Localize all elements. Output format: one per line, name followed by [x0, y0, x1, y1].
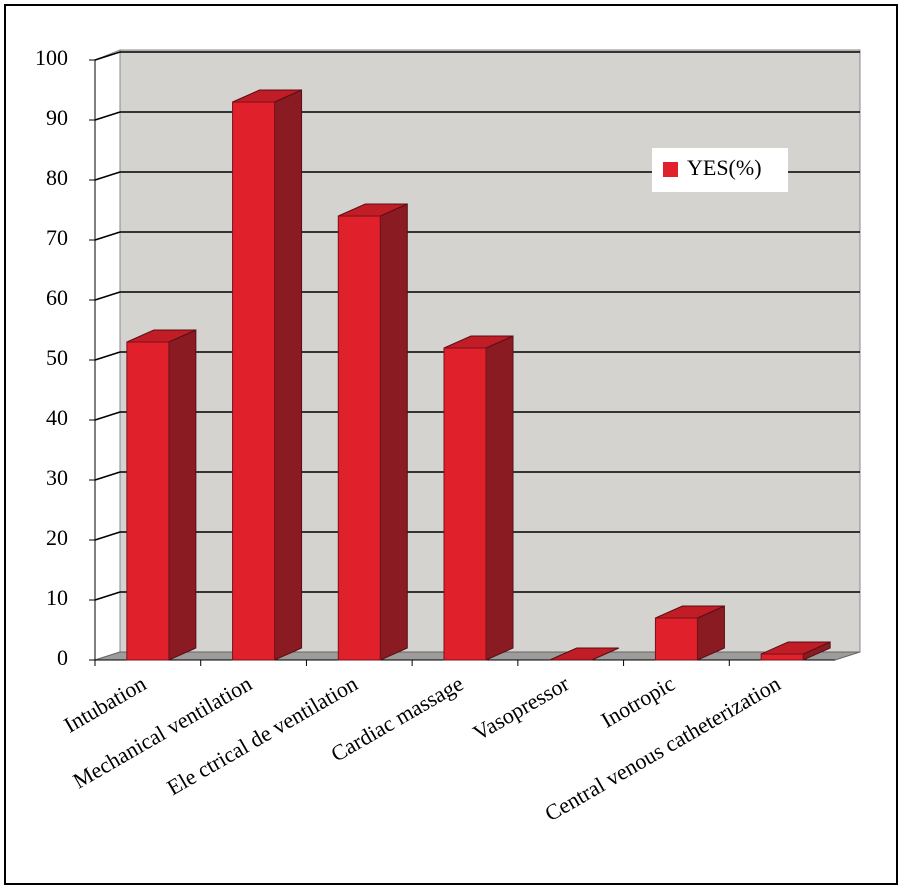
grid-line [94, 411, 121, 421]
y-tick-label: 0 [57, 645, 68, 670]
bar-side [379, 203, 408, 661]
y-tick-label: 80 [46, 165, 68, 190]
bar-side [274, 89, 303, 661]
side-wall [94, 49, 121, 661]
bar [443, 347, 487, 661]
y-tick-label: 90 [46, 105, 68, 130]
y-tick-label: 20 [46, 525, 68, 550]
y-tick-label: 30 [46, 465, 68, 490]
bar-top [549, 647, 619, 661]
grid-line [94, 291, 121, 301]
y-tick-label: 70 [46, 225, 68, 250]
legend-label: YES(%) [687, 155, 762, 180]
grid-line [94, 231, 121, 241]
bar [654, 617, 698, 661]
y-tick-label: 60 [46, 285, 68, 310]
bar-side [168, 329, 197, 661]
grid-line [94, 471, 121, 481]
grid-line [94, 171, 121, 181]
grid-line [94, 51, 121, 61]
grid-line [94, 531, 121, 541]
y-tick-label: 10 [46, 585, 68, 610]
bar [232, 101, 276, 661]
bar [126, 341, 170, 661]
y-tick-label: 50 [46, 345, 68, 370]
grid-line [94, 351, 121, 361]
y-tick-label: 100 [35, 45, 68, 70]
bar [760, 653, 804, 661]
legend-swatch [663, 162, 678, 177]
bar [337, 215, 381, 661]
bar-side [485, 335, 514, 661]
grid-line [94, 111, 121, 121]
y-tick-label: 40 [46, 405, 68, 430]
grid-line [94, 591, 121, 601]
